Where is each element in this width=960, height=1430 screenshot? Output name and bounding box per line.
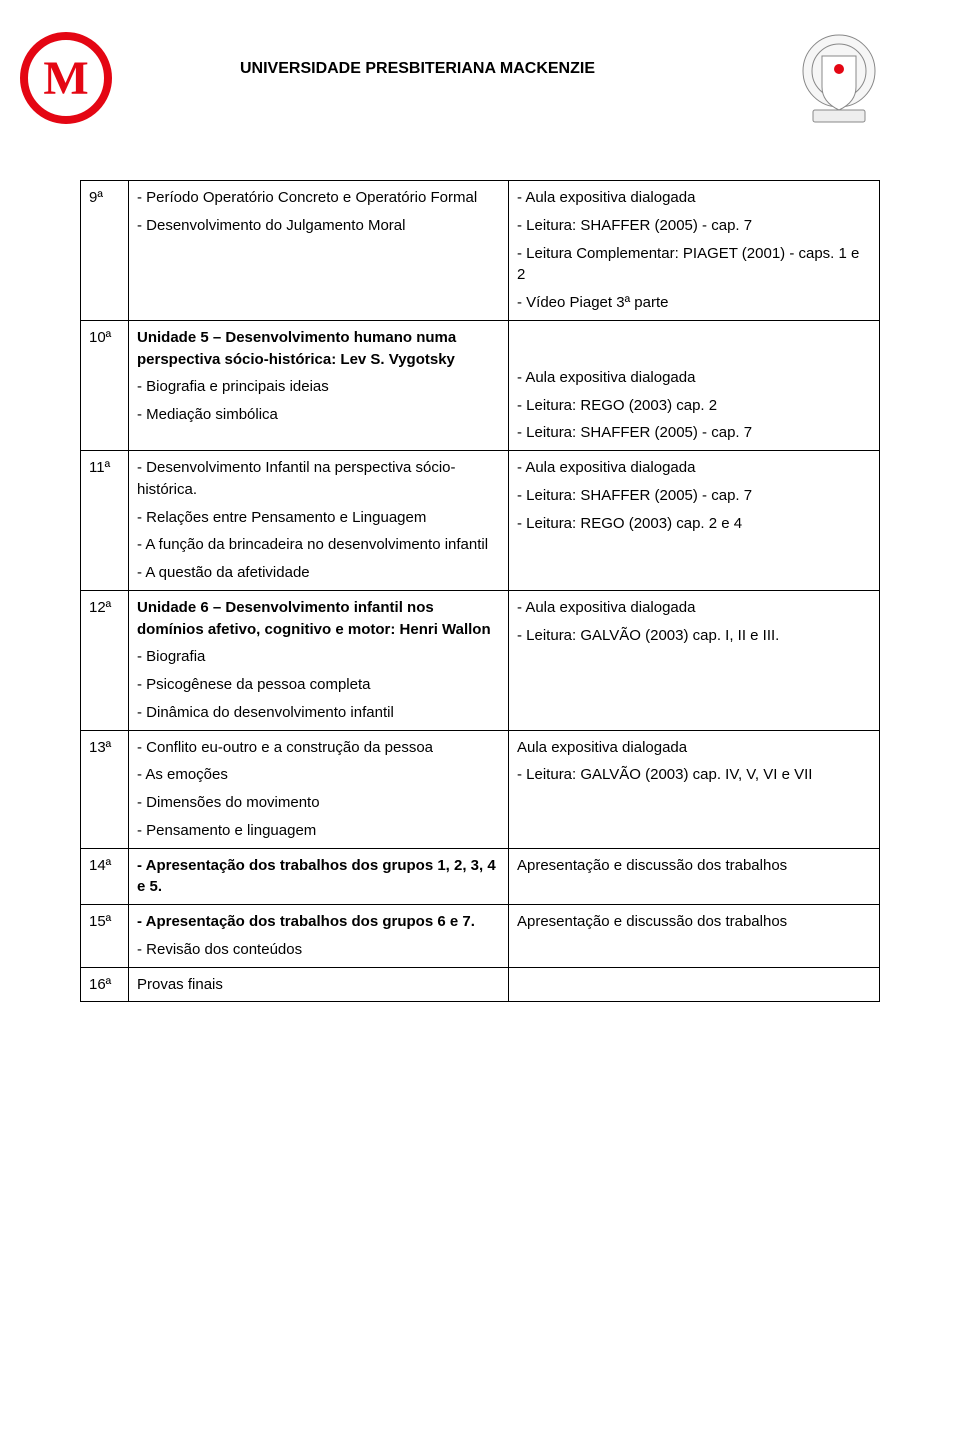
method-text: - Leitura: GALVÃO (2003) cap. I, II e II… — [517, 625, 871, 647]
topic-text: - Desenvolvimento Infantil na perspectiv… — [137, 457, 500, 501]
topic-text: - Conflito eu-outro e a construção da pe… — [137, 737, 500, 759]
method-text: Apresentação e discussão dos trabalhos — [517, 911, 871, 933]
topic-text: - Período Operatório Concreto e Operatór… — [137, 187, 500, 209]
table-row: 14ª - Apresentação dos trabalhos dos gru… — [81, 848, 880, 905]
method-text: - Aula expositiva dialogada — [517, 367, 871, 389]
topic-cell: - Conflito eu-outro e a construção da pe… — [129, 730, 509, 848]
method-text: - Leitura: SHAFFER (2005) - cap. 7 — [517, 422, 871, 444]
method-cell: - Aula expositiva dialogada - Leitura: G… — [509, 590, 880, 730]
week-cell: 16ª — [81, 967, 129, 1002]
method-cell: Apresentação e discussão dos trabalhos — [509, 905, 880, 968]
method-text: Apresentação e discussão dos trabalhos — [517, 855, 871, 877]
topic-cell: Unidade 6 – Desenvolvimento infantil nos… — [129, 590, 509, 730]
topic-text: - A questão da afetividade — [137, 562, 500, 584]
table-row: 12ª Unidade 6 – Desenvolvimento infantil… — [81, 590, 880, 730]
topic-text: Unidade 5 – Desenvolvimento humano numa … — [137, 327, 500, 371]
method-cell: - Aula expositiva dialogada - Leitura: S… — [509, 451, 880, 591]
method-text: - Leitura: SHAFFER (2005) - cap. 7 — [517, 215, 871, 237]
topic-text: - Apresentação dos trabalhos dos grupos … — [137, 911, 500, 933]
method-cell: Apresentação e discussão dos trabalhos — [509, 848, 880, 905]
topic-cell: - Período Operatório Concreto e Operatór… — [129, 181, 509, 321]
topic-text: - Desenvolvimento do Julgamento Moral — [137, 215, 500, 237]
m-logo-icon: M — [20, 32, 112, 124]
topic-text: - Biografia — [137, 646, 500, 668]
method-cell: - Aula expositiva dialogada - Leitura: S… — [509, 181, 880, 321]
method-text: - Leitura: REGO (2003) cap. 2 — [517, 395, 871, 417]
topic-text: - Mediação simbólica — [137, 404, 500, 426]
topic-cell: Provas finais — [129, 967, 509, 1002]
method-text: - Aula expositiva dialogada — [517, 187, 871, 209]
method-cell: - Aula expositiva dialogada - Leitura: R… — [509, 320, 880, 450]
topic-text: - Apresentação dos trabalhos dos grupos … — [137, 855, 500, 899]
topic-cell: - Apresentação dos trabalhos dos grupos … — [129, 848, 509, 905]
svg-text:M: M — [43, 52, 88, 105]
university-title: UNIVERSIDADE PRESBITERIANA MACKENZIE — [240, 60, 595, 78]
week-cell: 14ª — [81, 848, 129, 905]
table-row: 15ª - Apresentação dos trabalhos dos gru… — [81, 905, 880, 968]
topic-text: Provas finais — [137, 974, 500, 996]
topic-text: - Relações entre Pensamento e Linguagem — [137, 507, 500, 529]
method-text: - Aula expositiva dialogada — [517, 457, 871, 479]
schedule-table: 9ª - Período Operatório Concreto e Opera… — [80, 180, 880, 1002]
topic-text: - Biografia e principais ideias — [137, 376, 500, 398]
topic-cell: Unidade 5 – Desenvolvimento humano numa … — [129, 320, 509, 450]
method-cell: Aula expositiva dialogada - Leitura: GAL… — [509, 730, 880, 848]
table-row: 9ª - Período Operatório Concreto e Opera… — [81, 181, 880, 321]
seal-icon — [798, 32, 880, 132]
week-cell: 13ª — [81, 730, 129, 848]
topic-text: Unidade 6 – Desenvolvimento infantil nos… — [137, 597, 500, 641]
topic-text: - Dimensões do movimento — [137, 792, 500, 814]
page: M UNIVERSIDADE PRESBITERIANA MACKENZIE 9… — [0, 0, 960, 1430]
topic-text: - Dinâmica do desenvolvimento infantil — [137, 702, 500, 724]
method-text: - Vídeo Piaget 3ª parte — [517, 292, 871, 314]
week-cell: 9ª — [81, 181, 129, 321]
logo-left: M — [20, 32, 112, 124]
method-text: - Leitura: SHAFFER (2005) - cap. 7 — [517, 485, 871, 507]
table-row: 16ª Provas finais — [81, 967, 880, 1002]
topic-text: - As emoções — [137, 764, 500, 786]
table-row: 13ª - Conflito eu-outro e a construção d… — [81, 730, 880, 848]
page-header: M UNIVERSIDADE PRESBITERIANA MACKENZIE — [80, 40, 880, 160]
method-text: - Leitura Complementar: PIAGET (2001) - … — [517, 243, 871, 287]
logo-right — [798, 32, 880, 132]
method-cell — [509, 967, 880, 1002]
topic-text: - A função da brincadeira no desenvolvim… — [137, 534, 500, 556]
week-cell: 10ª — [81, 320, 129, 450]
table-row: 11ª - Desenvolvimento Infantil na perspe… — [81, 451, 880, 591]
week-cell: 12ª — [81, 590, 129, 730]
topic-text: - Pensamento e linguagem — [137, 820, 500, 842]
topic-text: - Revisão dos conteúdos — [137, 939, 500, 961]
table-row: 10ª Unidade 5 – Desenvolvimento humano n… — [81, 320, 880, 450]
week-cell: 11ª — [81, 451, 129, 591]
topic-cell: - Desenvolvimento Infantil na perspectiv… — [129, 451, 509, 591]
topic-cell: - Apresentação dos trabalhos dos grupos … — [129, 905, 509, 968]
method-text: - Leitura: GALVÃO (2003) cap. IV, V, VI … — [517, 764, 871, 786]
topic-text: - Psicogênese da pessoa completa — [137, 674, 500, 696]
method-text: - Leitura: REGO (2003) cap. 2 e 4 — [517, 513, 871, 535]
method-text: - Aula expositiva dialogada — [517, 597, 871, 619]
method-text: Aula expositiva dialogada — [517, 737, 871, 759]
week-cell: 15ª — [81, 905, 129, 968]
